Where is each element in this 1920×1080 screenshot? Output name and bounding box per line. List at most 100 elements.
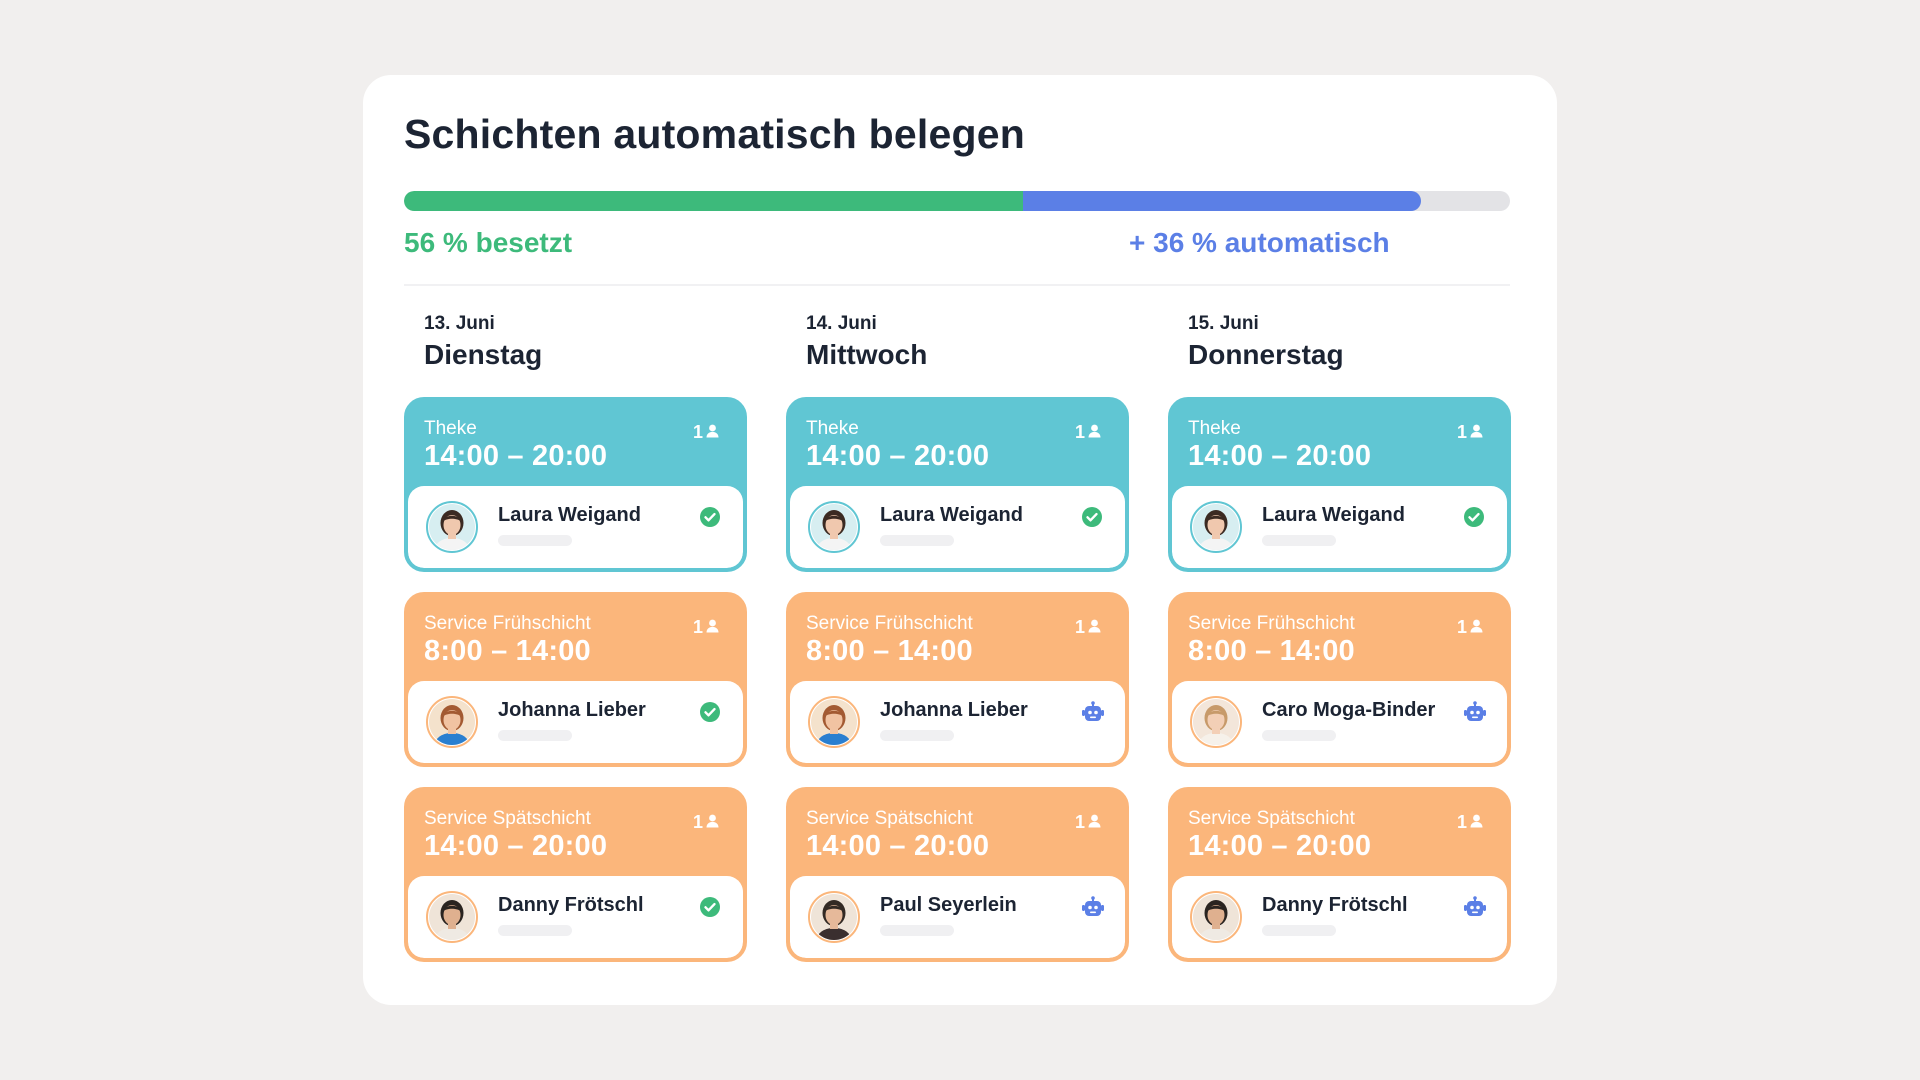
occupied-percentage-label: 56 % besetzt <box>404 227 573 258</box>
employee-name: Danny Frötschl <box>498 894 644 916</box>
robot-icon <box>1081 701 1104 723</box>
shift-name: Service Frühschicht <box>1188 613 1355 634</box>
shift-time: 14:00 – 20:00 <box>424 830 608 862</box>
shift-time: 8:00 – 14:00 <box>806 635 973 667</box>
shift-card[interactable]: Theke 14:00 – 20:00 1 Laura Weigand <box>1168 397 1511 572</box>
shift-card[interactable]: Service Frühschicht 8:00 – 14:00 1 Johanna … <box>404 592 747 767</box>
avatar <box>426 501 478 553</box>
assigned-employee[interactable]: Johanna Lieber <box>408 681 743 763</box>
avatar <box>808 891 860 943</box>
confirmed-check-icon <box>699 701 721 723</box>
day-column: 14. Juni Mittwoch Theke 14:00 – 20:00 1 Laura… <box>786 313 1129 962</box>
automatic-progress-segment <box>1023 191 1421 211</box>
shift-time: 14:00 – 20:00 <box>806 830 990 862</box>
employee-name: Paul Seyerlein <box>880 894 1017 916</box>
confirmed-check-icon <box>1081 506 1103 528</box>
shift-card[interactable]: Service Frühschicht 8:00 – 14:00 1 Caro Mog… <box>1168 592 1511 767</box>
assigned-employee[interactable]: Johanna Lieber <box>790 681 1125 763</box>
day-date: 13. Juni <box>424 313 495 334</box>
capacity-count: 1 <box>1456 617 1467 637</box>
shift-capacity: 1 <box>693 812 719 833</box>
placeholder-line <box>498 730 572 741</box>
assigned-employee[interactable]: Danny Frötschl <box>408 876 743 958</box>
person-icon <box>1088 812 1101 833</box>
assigned-employee[interactable]: Paul Seyerlein <box>790 876 1125 958</box>
shift-card[interactable]: Service Spätschicht 14:00 – 20:00 1 Danny F… <box>1168 787 1511 962</box>
capacity-count: 1 <box>1074 812 1085 832</box>
assigned-employee[interactable]: Danny Frötschl <box>1172 876 1507 958</box>
capacity-count: 1 <box>692 812 703 832</box>
shift-capacity: 1 <box>1075 617 1101 638</box>
person-icon <box>706 812 719 833</box>
shift-name: Theke <box>1188 418 1241 439</box>
divider <box>404 284 1510 286</box>
avatar <box>426 696 478 748</box>
shift-capacity: 1 <box>693 422 719 443</box>
shift-card[interactable]: Service Frühschicht 8:00 – 14:00 1 Johanna … <box>786 592 1129 767</box>
shift-capacity: 1 <box>693 617 719 638</box>
shift-card[interactable]: Service Spätschicht 14:00 – 20:00 1 Danny F… <box>404 787 747 962</box>
placeholder-line <box>880 730 954 741</box>
employee-name: Laura Weigand <box>880 504 1023 526</box>
shift-capacity: 1 <box>1075 422 1101 443</box>
automatic-percentage-label: + 36 % automatisch <box>1129 227 1390 258</box>
placeholder-line <box>498 535 572 546</box>
shift-card[interactable]: Service Spätschicht 14:00 – 20:00 1 Paul Se… <box>786 787 1129 962</box>
assigned-employee[interactable]: Laura Weigand <box>408 486 743 568</box>
page-title: Schichten automatisch belegen <box>404 111 1025 157</box>
occupied-progress-segment <box>404 191 1023 211</box>
capacity-count: 1 <box>1456 812 1467 832</box>
person-icon <box>1088 422 1101 443</box>
confirmed-check-icon <box>699 896 721 918</box>
shift-capacity: 1 <box>1457 422 1483 443</box>
day-date: 14. Juni <box>806 313 877 334</box>
shift-card[interactable]: Theke 14:00 – 20:00 1 Laura Weigand <box>404 397 747 572</box>
employee-name: Laura Weigand <box>498 504 641 526</box>
shift-card[interactable]: Theke 14:00 – 20:00 1 Laura Weigand <box>786 397 1129 572</box>
capacity-count: 1 <box>1074 617 1085 637</box>
shift-capacity: 1 <box>1457 812 1483 833</box>
avatar <box>1190 891 1242 943</box>
employee-name: Laura Weigand <box>1262 504 1405 526</box>
assigned-employee[interactable]: Laura Weigand <box>790 486 1125 568</box>
shift-name: Service Frühschicht <box>424 613 591 634</box>
robot-icon <box>1463 896 1486 918</box>
person-icon <box>1470 617 1483 638</box>
shift-capacity: 1 <box>1075 812 1101 833</box>
shift-time: 14:00 – 20:00 <box>1188 830 1372 862</box>
capacity-count: 1 <box>1074 422 1085 442</box>
avatar <box>808 501 860 553</box>
shift-capacity: 1 <box>1457 617 1483 638</box>
placeholder-line <box>498 925 572 936</box>
day-weekday: Mittwoch <box>806 339 928 370</box>
shift-name: Service Spätschicht <box>424 808 591 829</box>
shift-time: 8:00 – 14:00 <box>424 635 591 667</box>
shift-name: Service Spätschicht <box>806 808 973 829</box>
shift-name: Theke <box>424 418 477 439</box>
day-date: 15. Juni <box>1188 313 1259 334</box>
shift-planner-card: Schichten automatisch belegen 56 % beset… <box>363 75 1557 1005</box>
employee-name: Danny Frötschl <box>1262 894 1408 916</box>
shift-time: 14:00 – 20:00 <box>424 440 608 472</box>
placeholder-line <box>1262 535 1336 546</box>
capacity-count: 1 <box>1456 422 1467 442</box>
assigned-employee[interactable]: Caro Moga-Binder <box>1172 681 1507 763</box>
assigned-employee[interactable]: Laura Weigand <box>1172 486 1507 568</box>
confirmed-check-icon <box>1463 506 1485 528</box>
placeholder-line <box>880 925 954 936</box>
day-column: 13. Juni Dienstag Theke 14:00 – 20:00 1 Laura… <box>404 313 747 962</box>
avatar <box>426 891 478 943</box>
shift-time: 14:00 – 20:00 <box>806 440 990 472</box>
employee-name: Johanna Lieber <box>498 699 646 721</box>
avatar <box>1190 696 1242 748</box>
day-column: 15. Juni Donnerstag Theke 14:00 – 20:00 1 Lau… <box>1168 313 1511 962</box>
capacity-count: 1 <box>692 617 703 637</box>
person-icon <box>1088 617 1101 638</box>
person-icon <box>1470 422 1483 443</box>
employee-name: Johanna Lieber <box>880 699 1028 721</box>
employee-name: Caro Moga-Binder <box>1262 699 1436 721</box>
capacity-count: 1 <box>692 422 703 442</box>
person-icon <box>706 422 719 443</box>
coverage-progress-bar <box>404 191 1510 211</box>
avatar <box>808 696 860 748</box>
